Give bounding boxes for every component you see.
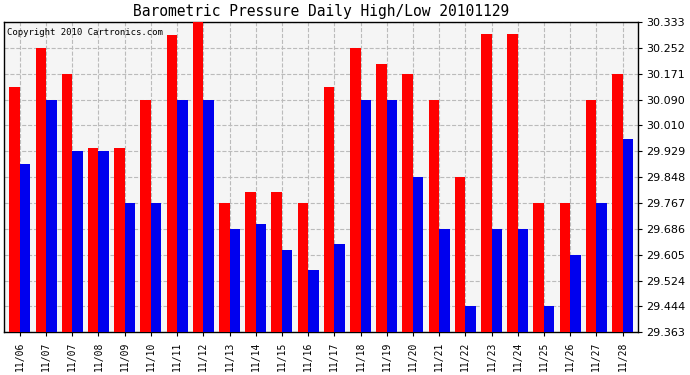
Title: Barometric Pressure Daily High/Low 20101129: Barometric Pressure Daily High/Low 20101…	[133, 4, 509, 19]
Bar	[533, 203, 544, 332]
Bar	[271, 192, 282, 332]
Text: Copyright 2010 Cartronics.com: Copyright 2010 Cartronics.com	[8, 28, 164, 37]
Bar	[491, 229, 502, 332]
Bar	[62, 74, 72, 332]
Bar	[282, 250, 293, 332]
Bar	[413, 177, 424, 332]
Bar	[560, 203, 570, 332]
Bar	[177, 99, 188, 332]
Bar	[308, 270, 319, 332]
Bar	[570, 255, 580, 332]
Bar	[612, 74, 622, 332]
Bar	[151, 203, 161, 332]
Bar	[544, 306, 554, 332]
Bar	[402, 74, 413, 332]
Bar	[20, 164, 30, 332]
Bar	[455, 177, 465, 332]
Bar	[297, 203, 308, 332]
Bar	[622, 139, 633, 332]
Bar	[99, 151, 109, 332]
Bar	[256, 225, 266, 332]
Bar	[204, 99, 214, 332]
Bar	[481, 34, 491, 332]
Bar	[46, 99, 57, 332]
Bar	[350, 48, 360, 332]
Bar	[36, 48, 46, 332]
Bar	[193, 22, 204, 332]
Bar	[335, 244, 345, 332]
Bar	[386, 99, 397, 332]
Bar	[324, 87, 335, 332]
Bar	[507, 34, 518, 332]
Bar	[245, 192, 256, 332]
Bar	[125, 203, 135, 332]
Bar	[219, 203, 230, 332]
Bar	[115, 148, 125, 332]
Bar	[88, 148, 99, 332]
Bar	[439, 229, 450, 332]
Bar	[360, 99, 371, 332]
Bar	[230, 229, 240, 332]
Bar	[596, 203, 607, 332]
Bar	[10, 87, 20, 332]
Bar	[141, 99, 151, 332]
Bar	[518, 229, 529, 332]
Bar	[586, 99, 596, 332]
Bar	[465, 306, 476, 332]
Bar	[166, 36, 177, 332]
Bar	[72, 151, 83, 332]
Bar	[428, 99, 439, 332]
Bar	[376, 64, 386, 332]
